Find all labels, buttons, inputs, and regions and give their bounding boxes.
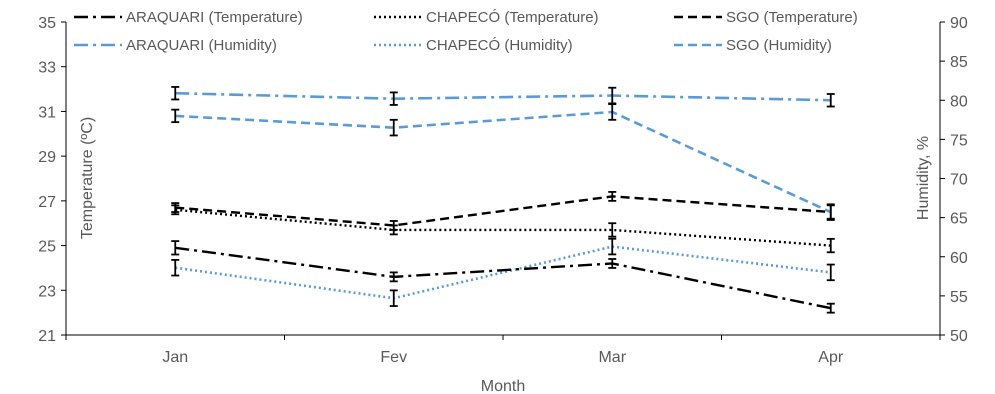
x-tick-label: Mar: [598, 349, 626, 366]
x-tick-label: Fev: [380, 349, 407, 366]
series-line: [175, 110, 832, 214]
series-3: [171, 86, 835, 108]
right-tick-label: 70: [950, 172, 968, 189]
x-axis: Jan Fev Mar Apr: [65, 335, 941, 366]
left-axis: 21 23 25 27 29 31 33 35: [38, 15, 66, 345]
series-line: [175, 195, 831, 227]
legend-item: SGO (Temperature): [674, 9, 858, 26]
series-layer: [171, 86, 835, 314]
left-tick-label: 23: [38, 283, 56, 300]
series-0: [171, 240, 835, 314]
right-axis-title: Humidity, %: [915, 136, 932, 220]
right-tick-label: 90: [950, 15, 968, 32]
right-tick-label: 55: [950, 289, 968, 306]
legend-label: ARAQUARI (Temperature): [126, 9, 303, 26]
left-tick-label: 29: [38, 149, 56, 166]
series-1: [171, 204, 835, 254]
left-axis-title: Temperature (ºC): [79, 117, 96, 239]
right-axis: 50 55 60 65 70 75 80 85 90: [940, 15, 968, 345]
legend-label: SGO (Temperature): [726, 9, 858, 26]
series-line: [175, 91, 831, 102]
left-tick-label: 31: [38, 104, 56, 121]
series-4: [171, 237, 835, 307]
right-tick-label: 65: [950, 211, 968, 228]
left-tick-label: 33: [38, 60, 56, 77]
left-tick-label: 25: [38, 239, 56, 256]
legend-label: CHAPECÓ (Temperature): [426, 9, 599, 26]
left-tick-label: 27: [38, 194, 56, 211]
right-tick-label: 50: [950, 328, 968, 345]
x-axis-title: Month: [481, 378, 525, 394]
right-tick-label: 60: [950, 250, 968, 267]
x-tick-label: Apr: [818, 349, 844, 366]
series-line: [175, 246, 831, 310]
right-tick-label: 85: [950, 54, 968, 71]
right-tick-label: 75: [950, 132, 968, 149]
series-line: [175, 245, 831, 300]
left-tick-label: 35: [38, 15, 56, 32]
legend-label: ARAQUARI (Humidity): [126, 37, 277, 54]
left-tick-label: 21: [38, 328, 56, 345]
legend-label: SGO (Humidity): [726, 37, 832, 54]
legend-item: ARAQUARI (Temperature): [74, 9, 303, 26]
plot-area: [65, 22, 941, 336]
x-tick-label: Jan: [162, 349, 188, 366]
series-2: [171, 191, 835, 231]
legend-item: ARAQUARI (Humidity): [74, 37, 277, 54]
legend-item: SGO (Humidity): [674, 37, 832, 54]
legend: ARAQUARI (Temperature) CHAPECÓ (Temperatu…: [74, 9, 858, 54]
right-tick-label: 80: [950, 93, 968, 110]
legend-item: CHAPECÓ (Humidity): [374, 37, 573, 54]
legend-label: CHAPECÓ (Humidity): [426, 37, 573, 54]
series-5: [171, 103, 835, 221]
legend-item: CHAPECÓ (Temperature): [374, 9, 599, 26]
